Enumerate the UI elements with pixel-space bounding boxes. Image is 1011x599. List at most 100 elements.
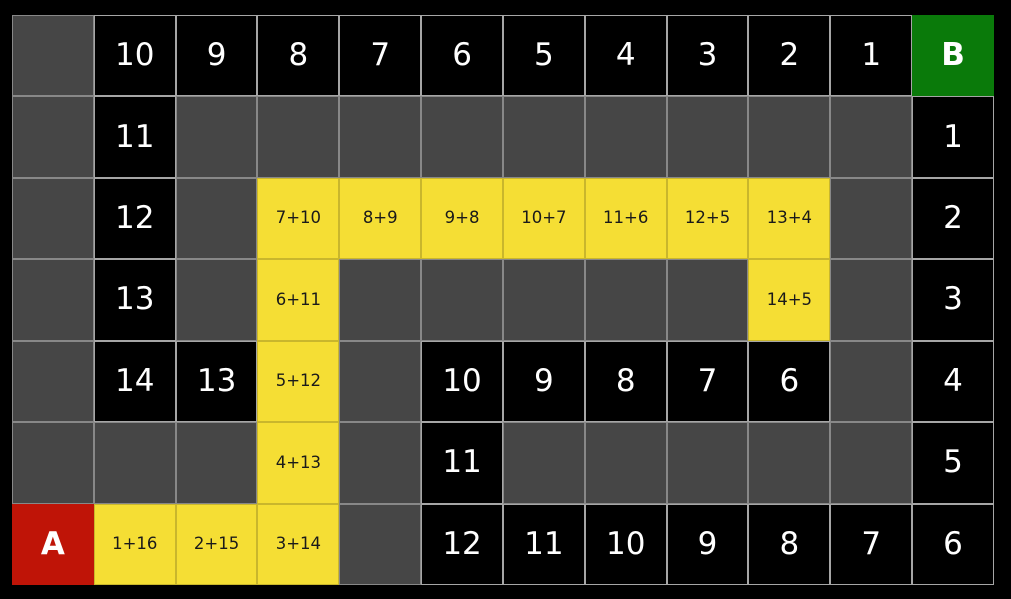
wall-cell[interactable] — [12, 422, 94, 504]
cell-label: 7 — [370, 37, 391, 74]
open-cell[interactable]: 3 — [912, 259, 994, 341]
cell-label: 13 — [196, 362, 237, 399]
wall-cell[interactable] — [339, 259, 422, 341]
wall-cell[interactable] — [339, 340, 422, 423]
open-cell[interactable]: 10 — [421, 340, 503, 423]
open-cell[interactable]: 10 — [93, 15, 176, 97]
open-cell[interactable]: 6 — [748, 340, 831, 423]
wall-cell[interactable] — [421, 96, 503, 178]
wall-cell[interactable] — [339, 503, 422, 585]
wall-cell[interactable] — [666, 259, 749, 341]
open-cell[interactable]: 1 — [830, 15, 913, 97]
cell-label: 8+9 — [362, 208, 398, 228]
open-cell[interactable]: 4 — [584, 15, 667, 97]
cell-label: 1 — [943, 118, 963, 155]
open-cell[interactable]: 5 — [912, 422, 994, 504]
path-cell[interactable]: 4+13 — [257, 422, 340, 504]
wall-cell[interactable] — [339, 96, 422, 178]
path-cell[interactable]: 12+5 — [666, 177, 749, 260]
pathfinding-grid-container: 10 9 8 7 6 5 4 3 2 1 B 11 1 12 7+10 8+9 9+8 10+7 11+6 12+5 1… — [12, 15, 994, 585]
wall-cell[interactable] — [830, 259, 913, 341]
wall-cell[interactable] — [93, 422, 176, 504]
wall-cell[interactable] — [175, 177, 258, 260]
wall-cell[interactable] — [339, 422, 422, 504]
path-cell[interactable]: 1+16 — [93, 503, 176, 585]
wall-cell[interactable] — [12, 15, 94, 97]
open-cell[interactable]: 11 — [93, 96, 176, 178]
open-cell[interactable]: 9 — [175, 15, 258, 97]
wall-cell[interactable] — [502, 422, 585, 504]
wall-cell[interactable] — [12, 340, 94, 423]
cell-label: B — [941, 37, 965, 74]
path-cell[interactable]: 6+11 — [257, 259, 340, 341]
path-cell[interactable]: 9+8 — [421, 177, 503, 260]
path-cell[interactable]: 7+10 — [257, 177, 340, 260]
open-cell[interactable]: 2 — [912, 177, 994, 260]
wall-cell[interactable] — [502, 96, 585, 178]
wall-cell[interactable] — [175, 422, 258, 504]
open-cell[interactable]: 6 — [421, 15, 503, 97]
open-cell[interactable]: 12 — [93, 177, 176, 260]
open-cell[interactable]: 4 — [912, 340, 994, 423]
wall-cell[interactable] — [666, 96, 749, 178]
open-cell[interactable]: 7 — [339, 15, 422, 97]
wall-cell[interactable] — [830, 96, 913, 178]
open-cell[interactable]: 9 — [666, 503, 749, 585]
wall-cell[interactable] — [12, 177, 94, 260]
cell-label: 13 — [115, 281, 155, 318]
wall-cell[interactable] — [748, 96, 831, 178]
start-cell[interactable]: A — [12, 503, 94, 585]
cell-label: 7 — [697, 362, 718, 399]
open-cell[interactable]: 7 — [830, 503, 913, 585]
wall-cell[interactable] — [257, 96, 340, 178]
cell-label: 12 — [115, 200, 155, 237]
open-cell[interactable]: 11 — [502, 503, 585, 585]
cell-label: 11 — [442, 444, 482, 481]
wall-cell[interactable] — [12, 96, 94, 178]
wall-cell[interactable] — [502, 259, 585, 341]
open-cell[interactable]: 7 — [666, 340, 749, 423]
open-cell[interactable]: 8 — [748, 503, 831, 585]
open-cell[interactable]: 13 — [175, 340, 258, 423]
open-cell[interactable]: 5 — [502, 15, 585, 97]
open-cell[interactable]: 10 — [584, 503, 667, 585]
path-cell[interactable]: 8+9 — [339, 177, 422, 260]
path-cell[interactable]: 5+12 — [257, 340, 340, 423]
path-cell[interactable]: 11+6 — [584, 177, 667, 260]
open-cell[interactable]: 13 — [93, 259, 176, 341]
cell-label: 11+6 — [603, 208, 649, 228]
open-cell[interactable]: 12 — [421, 503, 503, 585]
wall-cell[interactable] — [175, 259, 258, 341]
open-cell[interactable]: 2 — [748, 15, 831, 97]
cell-label: 5 — [943, 444, 963, 481]
cell-label: 10 — [115, 37, 155, 74]
path-cell[interactable]: 2+15 — [175, 503, 258, 585]
wall-cell[interactable] — [584, 96, 667, 178]
path-cell[interactable]: 3+14 — [257, 503, 340, 585]
open-cell[interactable]: 11 — [421, 422, 503, 504]
open-cell[interactable]: 9 — [502, 340, 585, 423]
open-cell[interactable]: 3 — [666, 15, 749, 97]
wall-cell[interactable] — [830, 177, 913, 260]
open-cell[interactable]: 8 — [257, 15, 340, 97]
cell-label: 9 — [534, 362, 554, 399]
wall-cell[interactable] — [748, 422, 831, 504]
path-cell[interactable]: 14+5 — [748, 259, 831, 341]
path-cell[interactable]: 10+7 — [502, 177, 585, 260]
wall-cell[interactable] — [421, 259, 503, 341]
wall-cell[interactable] — [175, 96, 258, 178]
path-cell[interactable]: 13+4 — [748, 177, 831, 260]
wall-cell[interactable] — [584, 422, 667, 504]
goal-cell[interactable]: B — [912, 15, 994, 97]
wall-cell[interactable] — [830, 422, 913, 504]
wall-cell[interactable] — [12, 259, 94, 341]
cell-label: 1 — [861, 37, 882, 74]
open-cell[interactable]: 8 — [584, 340, 667, 423]
open-cell[interactable]: 6 — [912, 503, 994, 585]
wall-cell[interactable] — [830, 340, 913, 423]
wall-cell[interactable] — [584, 259, 667, 341]
wall-cell[interactable] — [666, 422, 749, 504]
open-cell[interactable]: 1 — [912, 96, 994, 178]
cell-label: 6 — [943, 525, 963, 562]
open-cell[interactable]: 14 — [93, 340, 176, 423]
